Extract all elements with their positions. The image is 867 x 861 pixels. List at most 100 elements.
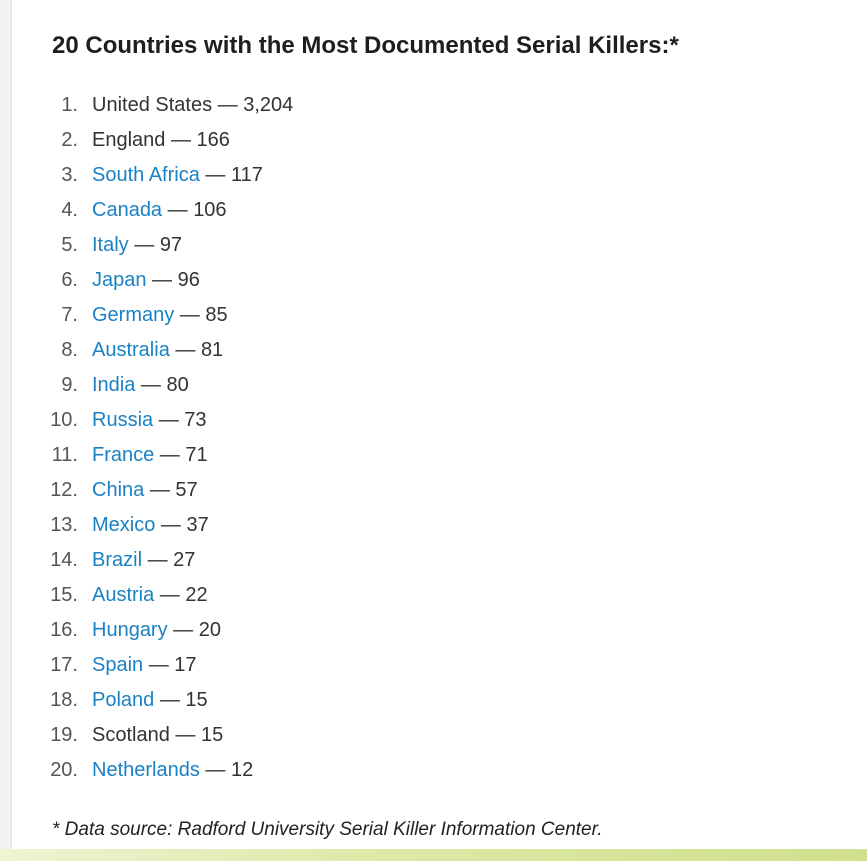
- country-link[interactable]: Mexico: [92, 514, 156, 536]
- list-item-text: Mexico — 37: [92, 508, 209, 543]
- separator: —: [135, 374, 167, 396]
- list-item-text: China — 57: [92, 473, 198, 508]
- killer-count: 3,204: [243, 94, 294, 116]
- list-item-rank: 18.: [50, 689, 78, 711]
- footer-bar: [0, 849, 867, 861]
- country-link[interactable]: Spain: [92, 654, 144, 676]
- separator: —: [169, 339, 201, 361]
- list-item-rank: 11.: [51, 444, 78, 466]
- data-source-note: * Data source: Radford University Serial…: [52, 819, 603, 840]
- list-item-text: Austria — 22: [92, 578, 208, 613]
- killer-count: 106: [193, 199, 227, 221]
- list-item-rank: 2.: [61, 129, 78, 151]
- killer-count: 57: [175, 479, 198, 501]
- separator: —: [169, 724, 201, 746]
- country-name: United States: [92, 94, 213, 116]
- list-item-text: Poland — 15: [92, 683, 208, 718]
- list-item-text: Japan — 96: [92, 263, 200, 298]
- country-link[interactable]: Poland: [92, 689, 155, 711]
- list-item-rank: 16.: [50, 619, 78, 641]
- separator: —: [146, 269, 178, 291]
- list-item-rank: 9.: [61, 374, 78, 396]
- separator: —: [154, 584, 186, 606]
- list-item-rank: 10.: [50, 409, 78, 431]
- list-item-rank: 13.: [50, 514, 78, 536]
- list-item-text: Spain — 17: [92, 648, 197, 683]
- list-item-text: Canada — 106: [92, 193, 227, 228]
- list-item-text: South Africa — 117: [92, 158, 263, 193]
- killer-count: 15: [200, 724, 224, 746]
- separator: —: [144, 479, 176, 501]
- list-item-text: Brazil — 27: [92, 543, 195, 578]
- country-link[interactable]: Australia: [92, 339, 170, 361]
- killer-count: 71: [185, 444, 208, 466]
- list-item-rank: 12.: [50, 479, 78, 501]
- killer-count: 96: [177, 269, 200, 291]
- list-item-text: France — 71: [92, 438, 208, 473]
- list-item-text: Scotland — 15: [92, 718, 223, 753]
- killer-count: 27: [173, 549, 196, 571]
- country-name: England: [92, 129, 166, 151]
- list-item-text: Russia — 73: [92, 403, 207, 438]
- separator: —: [165, 129, 197, 151]
- killer-count: 81: [200, 339, 224, 361]
- killer-count: 22: [185, 584, 208, 606]
- separator: —: [154, 444, 186, 466]
- killer-count: 15: [185, 689, 208, 711]
- killer-count: 85: [205, 304, 228, 326]
- country-link[interactable]: India: [92, 374, 136, 396]
- killer-count: 12: [230, 759, 254, 781]
- list-item-text: Italy — 97: [92, 228, 182, 263]
- separator: —: [199, 759, 231, 781]
- country-link[interactable]: Hungary: [92, 619, 168, 641]
- list-item-text: United States — 3,204: [92, 88, 293, 123]
- separator: —: [174, 304, 206, 326]
- list-item-rank: 4.: [61, 199, 78, 221]
- country-link[interactable]: Germany: [92, 304, 175, 326]
- separator: —: [212, 94, 244, 116]
- killer-count: 17: [174, 654, 197, 676]
- separator: —: [143, 654, 175, 676]
- country-link[interactable]: Brazil: [92, 549, 143, 571]
- country-link[interactable]: Netherlands: [92, 759, 200, 781]
- country-link[interactable]: Italy: [92, 234, 129, 256]
- list-item-rank: 8.: [61, 339, 78, 361]
- country-link[interactable]: Austria: [92, 584, 155, 606]
- killer-count: 20: [198, 619, 221, 641]
- killer-count: 97: [159, 234, 183, 256]
- separator: —: [142, 549, 174, 571]
- separator: —: [155, 514, 187, 536]
- killer-count: 117: [230, 164, 263, 186]
- country-link[interactable]: South Africa: [92, 164, 200, 186]
- list-item-rank: 14.: [50, 549, 78, 571]
- country-name: Scotland: [92, 724, 170, 746]
- country-link[interactable]: France: [92, 444, 155, 466]
- killer-count: 80: [166, 374, 189, 396]
- separator: —: [128, 234, 160, 256]
- list-item-text: Australia — 81: [92, 333, 223, 368]
- separator: —: [167, 619, 199, 641]
- separator: —: [162, 199, 194, 221]
- list-item-rank: 7.: [61, 304, 78, 326]
- article-heading: 20 Countries with the Most Documented Se…: [52, 32, 679, 59]
- list-item-text: England — 166: [92, 123, 230, 158]
- list-item-text: Netherlands — 12: [92, 753, 253, 788]
- article-panel: 20 Countries with the Most Documented Se…: [11, 0, 867, 849]
- list-item-rank: 17.: [50, 654, 78, 676]
- killer-count: 166: [196, 129, 230, 151]
- separator: —: [154, 689, 186, 711]
- country-link[interactable]: China: [92, 479, 145, 501]
- country-link[interactable]: Japan: [92, 269, 147, 291]
- list-item-text: Germany — 85: [92, 298, 228, 333]
- list-item-rank: 1.: [61, 94, 78, 116]
- list-item-text: Hungary — 20: [92, 613, 221, 648]
- list-item-rank: 15.: [50, 584, 78, 606]
- killer-count: 37: [186, 514, 209, 536]
- list-item-rank: 3.: [61, 164, 78, 186]
- list-item-rank: 6.: [61, 269, 78, 291]
- list-item-text: India — 80: [92, 368, 189, 403]
- separator: —: [153, 409, 185, 431]
- country-link[interactable]: Canada: [92, 199, 163, 221]
- country-link[interactable]: Russia: [92, 409, 154, 431]
- separator: —: [199, 164, 231, 186]
